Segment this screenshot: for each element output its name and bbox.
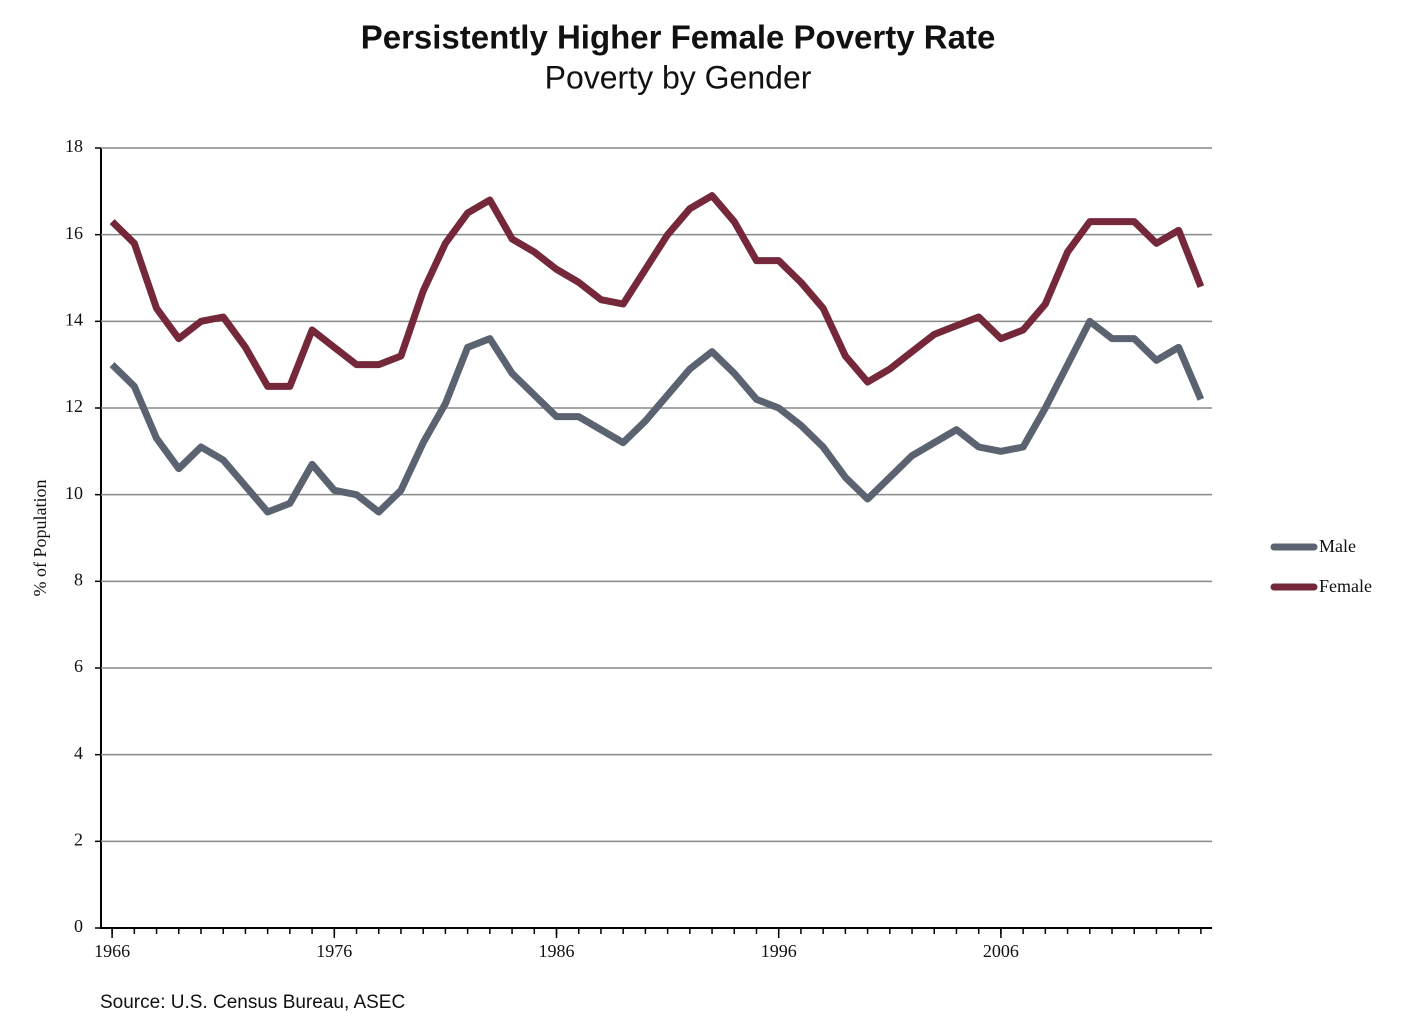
- y-tick-label: 6: [74, 656, 83, 676]
- legend-label: Female: [1319, 576, 1372, 596]
- y-tick-label: 8: [74, 569, 83, 589]
- y-tick-label: 16: [65, 223, 83, 243]
- legend-label: Male: [1319, 536, 1356, 556]
- y-tick-label: 14: [65, 309, 83, 329]
- x-tick-label: 2006: [983, 941, 1019, 961]
- y-tick-label: 12: [65, 396, 83, 416]
- data-line: [109, 317, 1205, 516]
- chart-title: Persistently Higher Female Poverty Rate: [361, 19, 996, 56]
- x-tick-label: 1996: [761, 941, 797, 961]
- source-note: Source: U.S. Census Bureau, ASEC: [100, 992, 405, 1013]
- data-line: [109, 192, 1205, 390]
- y-tick-label: 18: [65, 136, 83, 156]
- x-tick-label: 1966: [94, 941, 130, 961]
- y-tick-label: 4: [74, 743, 83, 763]
- x-tick-label: 1976: [316, 941, 352, 961]
- chart-subtitle: Poverty by Gender: [545, 59, 812, 95]
- y-tick-label: 10: [65, 483, 83, 503]
- y-axis-label: % of Population: [30, 480, 50, 597]
- y-tick-label: 0: [74, 916, 83, 936]
- x-tick-label: 1986: [539, 941, 575, 961]
- y-tick-label: 2: [74, 829, 83, 849]
